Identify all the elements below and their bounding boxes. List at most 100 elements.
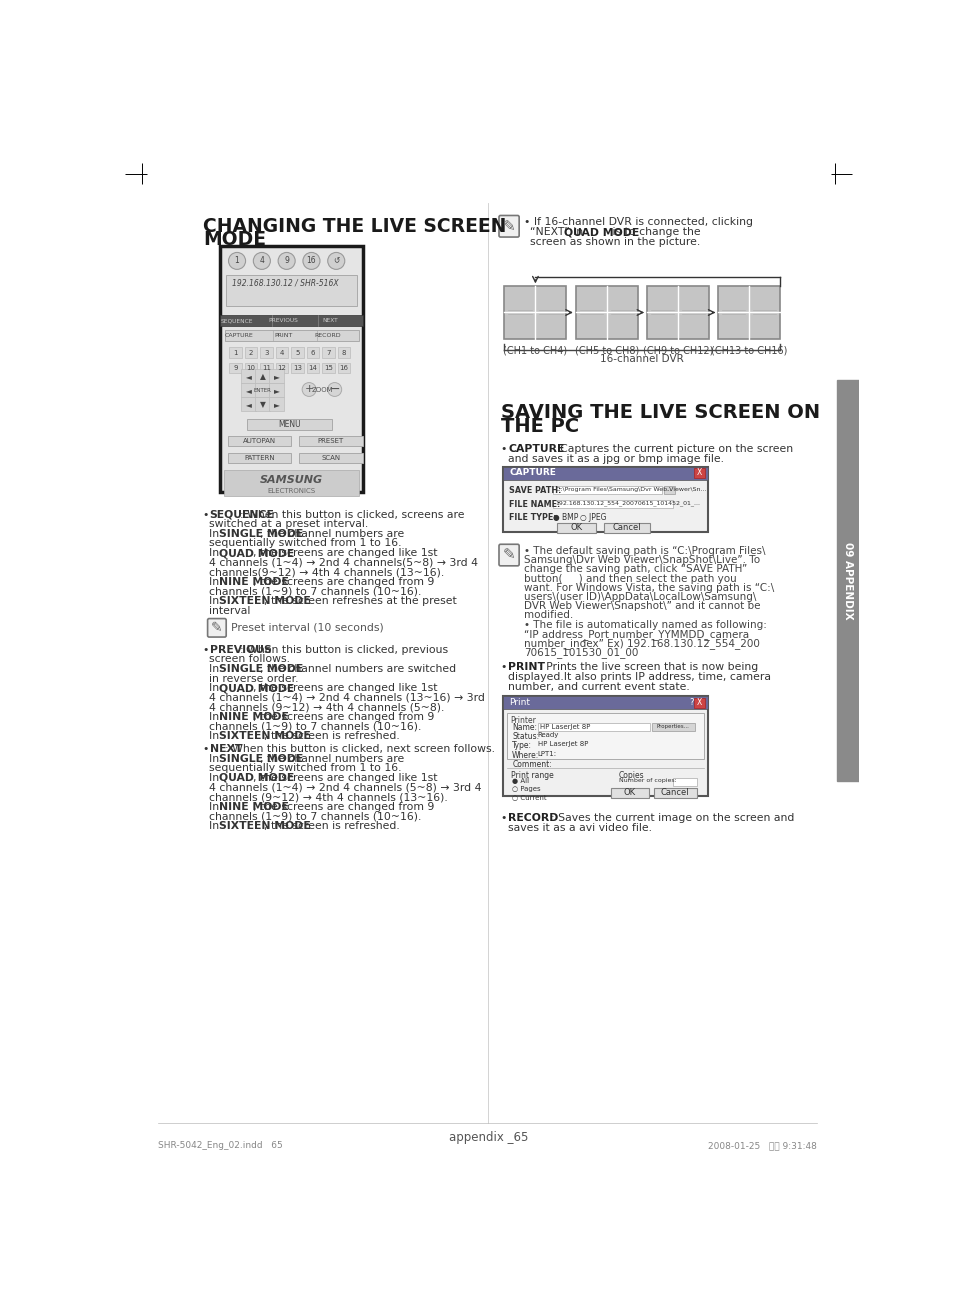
Text: In: In — [209, 731, 223, 742]
Text: channels (1~9) to 7 channels (10~16).: channels (1~9) to 7 channels (10~16). — [209, 586, 421, 596]
Bar — [298, 436, 362, 446]
Text: 6: 6 — [311, 349, 314, 356]
Text: displayed.It also prints IP address, time, camera: displayed.It also prints IP address, tim… — [508, 672, 770, 681]
Text: 11: 11 — [262, 365, 271, 371]
Circle shape — [278, 252, 294, 269]
Bar — [603, 523, 649, 532]
Text: and saves it as a jpg or bmp image file.: and saves it as a jpg or bmp image file. — [508, 454, 723, 464]
Bar — [553, 500, 673, 508]
Bar — [654, 789, 696, 798]
Text: LPT1:: LPT1: — [537, 751, 557, 756]
Text: ○ Current: ○ Current — [512, 794, 546, 799]
Bar — [269, 369, 284, 383]
Text: 4: 4 — [279, 349, 284, 356]
Bar — [260, 362, 273, 373]
Bar — [553, 485, 661, 494]
Text: SINGLE MODE: SINGLE MODE — [219, 528, 303, 539]
Bar — [241, 383, 256, 398]
Bar — [836, 381, 858, 781]
Text: 15: 15 — [324, 365, 333, 371]
Text: Number of copies:: Number of copies: — [618, 778, 677, 783]
Text: HP LaserJet 8P: HP LaserJet 8P — [537, 742, 587, 747]
Bar — [337, 362, 350, 373]
Text: In: In — [209, 683, 223, 693]
Text: NEXT: NEXT — [210, 744, 242, 755]
Text: SAVE PATH:: SAVE PATH: — [509, 485, 561, 494]
Text: channels(9~12) → 4th 4 channels (13~16).: channels(9~12) → 4th 4 channels (13~16). — [209, 568, 444, 577]
Text: number, and current event state.: number, and current event state. — [508, 681, 689, 692]
Text: SEQUENCE: SEQUENCE — [210, 510, 274, 519]
Bar — [254, 398, 270, 411]
Text: 14: 14 — [308, 365, 317, 371]
Text: −: − — [329, 383, 339, 396]
Text: QUAD MODE: QUAD MODE — [219, 548, 294, 559]
Text: In: In — [209, 548, 223, 559]
Bar — [224, 330, 358, 341]
Text: THE PC: THE PC — [500, 417, 578, 437]
Text: , the screens are changed from 9: , the screens are changed from 9 — [253, 712, 434, 722]
Text: , the screens are changed like 1st: , the screens are changed like 1st — [253, 773, 436, 783]
Bar — [220, 246, 363, 492]
Bar — [322, 347, 335, 358]
Bar — [307, 347, 319, 358]
Text: change the saving path, click “SAVE PATH”: change the saving path, click “SAVE PATH… — [523, 564, 746, 574]
Bar — [247, 419, 332, 429]
Bar — [269, 383, 284, 398]
Text: , the screen is refreshed.: , the screen is refreshed. — [264, 731, 399, 742]
Bar — [502, 696, 707, 709]
Text: NINE MODE: NINE MODE — [219, 712, 289, 722]
Text: users\(user ID)\AppData\LocalLow\Samsung\: users\(user ID)\AppData\LocalLow\Samsung… — [523, 593, 756, 602]
Text: want. For Windows Vista, the saving path is “C:\: want. For Windows Vista, the saving path… — [523, 583, 773, 593]
Text: 3: 3 — [264, 349, 269, 356]
Text: ►: ► — [274, 371, 279, 381]
Bar — [307, 362, 319, 373]
Bar — [694, 468, 704, 477]
Text: NINE MODE: NINE MODE — [219, 577, 289, 587]
Text: OK: OK — [623, 789, 636, 798]
Circle shape — [302, 382, 315, 396]
Text: (CH1 to CH4): (CH1 to CH4) — [503, 345, 567, 356]
Bar — [275, 347, 288, 358]
Text: CAPTURE: CAPTURE — [508, 445, 564, 454]
Text: CAPTURE: CAPTURE — [225, 334, 253, 337]
Text: In: In — [209, 664, 223, 674]
Text: • If 16-channel DVR is connected, clicking: • If 16-channel DVR is connected, clicki… — [523, 217, 752, 228]
Text: FILE NAME:: FILE NAME: — [509, 500, 559, 509]
Bar — [611, 789, 648, 798]
Circle shape — [253, 252, 270, 269]
Text: CHANGING THE LIVE SCREEN: CHANGING THE LIVE SCREEN — [203, 217, 506, 235]
Text: ▼: ▼ — [259, 400, 265, 408]
Text: NEXT: NEXT — [322, 318, 337, 323]
Text: OK: OK — [570, 523, 582, 532]
Text: PATTERN: PATTERN — [244, 455, 274, 460]
Text: •: • — [203, 510, 213, 519]
Text: RECORD: RECORD — [508, 814, 558, 823]
Text: screen follows.: screen follows. — [209, 654, 290, 664]
Text: ● All: ● All — [512, 778, 529, 785]
FancyBboxPatch shape — [498, 544, 518, 566]
Text: switched at a preset interval.: switched at a preset interval. — [209, 519, 368, 530]
Bar — [502, 696, 707, 797]
Text: SAVING THE LIVE SCREEN ON: SAVING THE LIVE SCREEN ON — [500, 403, 819, 422]
Text: SINGLE MODE: SINGLE MODE — [219, 753, 303, 764]
Text: SIXTEEN MODE: SIXTEEN MODE — [219, 596, 311, 606]
Text: 192.168.130.12 / SHR-516X: 192.168.130.12 / SHR-516X — [232, 279, 338, 288]
Text: NINE MODE: NINE MODE — [219, 802, 289, 812]
Text: : When this button is clicked, next screen follows.: : When this button is clicked, next scre… — [224, 744, 494, 755]
Bar — [502, 467, 707, 532]
Text: Name:: Name: — [512, 723, 537, 732]
Text: In: In — [209, 712, 223, 722]
Text: 4 channels (9~12) → 4th 4 channels (5~8).: 4 channels (9~12) → 4th 4 channels (5~8)… — [209, 702, 444, 713]
Text: ✎: ✎ — [502, 548, 515, 562]
Bar — [228, 453, 291, 463]
Text: •: • — [500, 445, 510, 454]
Bar — [718, 286, 780, 339]
Text: Samsung\Dvr Web Viewer\SnapShot\Live”. To: Samsung\Dvr Web Viewer\SnapShot\Live”. T… — [523, 555, 760, 565]
Text: channels (1~9) to 7 channels (10~16).: channels (1~9) to 7 channels (10~16). — [209, 811, 421, 821]
Text: Print: Print — [509, 697, 530, 706]
Text: •: • — [500, 814, 510, 823]
Bar — [241, 398, 256, 411]
Text: 1: 1 — [233, 349, 237, 356]
Text: 1: 1 — [234, 256, 239, 266]
Text: MODE: MODE — [203, 230, 266, 249]
